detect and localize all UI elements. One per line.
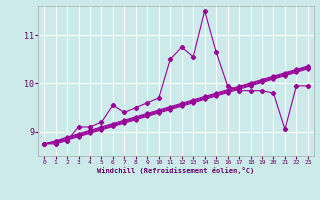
X-axis label: Windchill (Refroidissement éolien,°C): Windchill (Refroidissement éolien,°C) (97, 167, 255, 174)
